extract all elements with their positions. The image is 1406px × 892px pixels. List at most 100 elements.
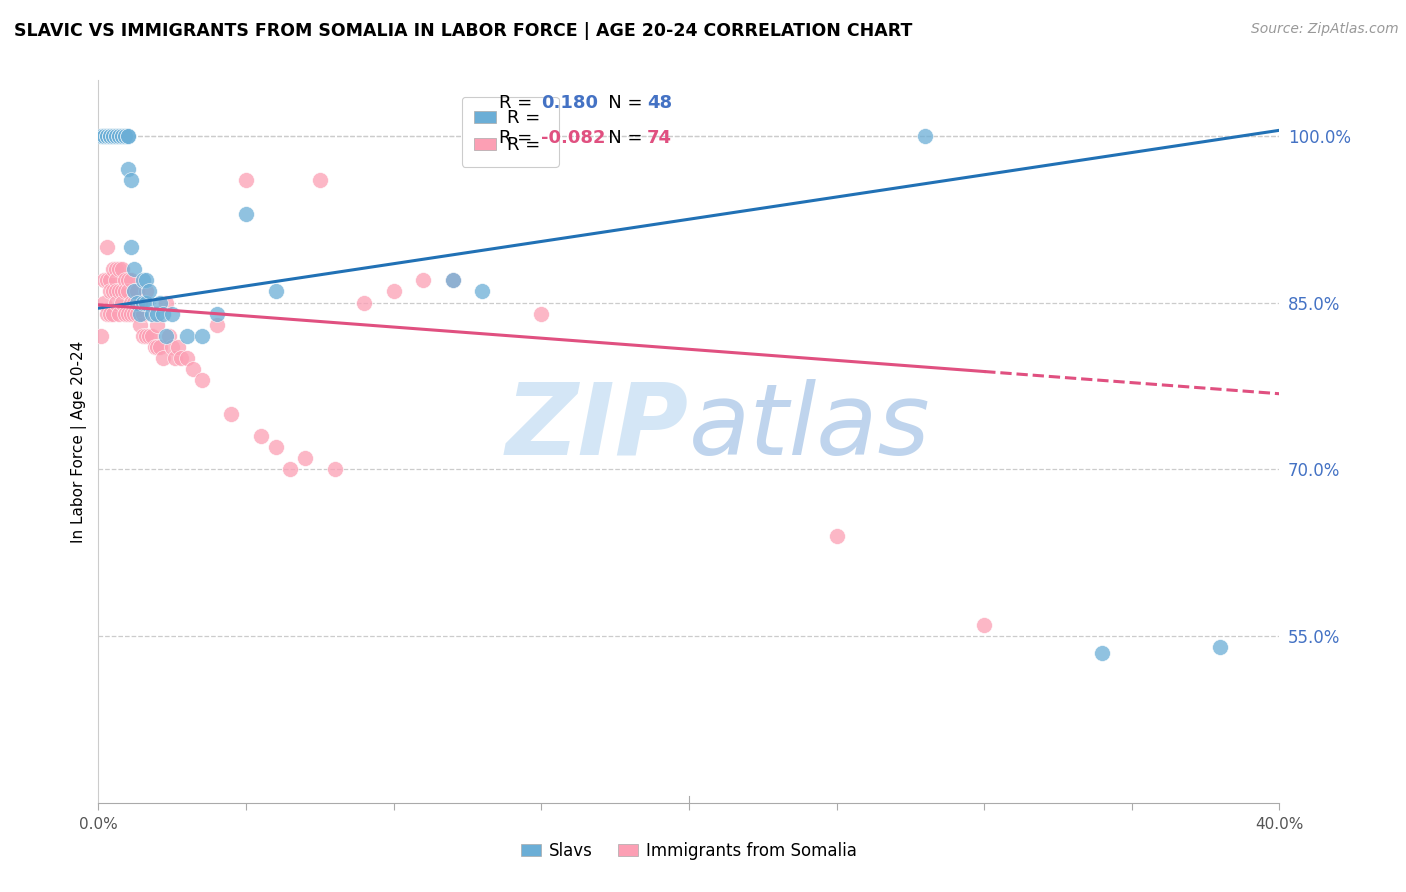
Point xyxy=(530,307,553,321)
Point xyxy=(155,295,177,310)
Point xyxy=(117,285,139,299)
Point xyxy=(162,340,183,354)
Point xyxy=(105,295,128,310)
Text: N =: N = xyxy=(591,94,648,112)
Point xyxy=(114,307,136,321)
Point xyxy=(125,285,148,299)
Point xyxy=(96,128,118,143)
Text: 0.180: 0.180 xyxy=(541,94,599,112)
Point xyxy=(108,307,131,321)
Point xyxy=(309,173,332,187)
Point xyxy=(111,262,134,277)
Point xyxy=(114,285,136,299)
Point xyxy=(103,307,125,321)
Text: Source: ZipAtlas.com: Source: ZipAtlas.com xyxy=(1251,22,1399,37)
Text: atlas: atlas xyxy=(689,378,931,475)
Point xyxy=(221,407,243,421)
Point xyxy=(108,128,131,143)
Point xyxy=(149,295,172,310)
Point xyxy=(132,295,155,310)
Point xyxy=(152,307,174,321)
Text: R =: R = xyxy=(499,94,538,112)
Point xyxy=(205,307,228,321)
Point xyxy=(90,329,112,343)
Point xyxy=(1209,640,1232,655)
Point xyxy=(122,262,145,277)
Point xyxy=(98,285,121,299)
Point xyxy=(103,128,125,143)
Point xyxy=(141,329,163,343)
Point xyxy=(105,262,128,277)
Point xyxy=(125,307,148,321)
Point xyxy=(471,285,494,299)
Point xyxy=(250,429,273,443)
Point xyxy=(111,285,134,299)
Point xyxy=(162,307,183,321)
Point xyxy=(825,529,848,543)
Point xyxy=(235,207,257,221)
Point xyxy=(108,285,131,299)
Point xyxy=(105,128,128,143)
Point xyxy=(114,128,136,143)
Point xyxy=(103,285,125,299)
Point xyxy=(128,295,150,310)
Point xyxy=(191,373,214,387)
Point xyxy=(167,340,190,354)
Point xyxy=(117,162,139,177)
Point xyxy=(108,262,131,277)
Point xyxy=(914,128,936,143)
Point xyxy=(141,307,163,321)
Point xyxy=(120,273,142,287)
Point xyxy=(441,273,464,287)
Point xyxy=(93,128,115,143)
Point xyxy=(98,128,121,143)
Point xyxy=(103,128,125,143)
Point xyxy=(157,329,180,343)
Point xyxy=(111,128,134,143)
Point xyxy=(117,307,139,321)
Point xyxy=(152,351,174,366)
Point xyxy=(235,173,257,187)
Point xyxy=(111,128,134,143)
Point xyxy=(128,318,150,332)
Point xyxy=(132,273,155,287)
Point xyxy=(1091,646,1114,660)
Point xyxy=(323,462,346,476)
Text: ZIP: ZIP xyxy=(506,378,689,475)
Point xyxy=(176,329,198,343)
Point xyxy=(165,351,187,366)
Text: N =: N = xyxy=(591,129,648,147)
Point xyxy=(93,128,115,143)
Point xyxy=(117,128,139,143)
Point xyxy=(93,273,115,287)
Point xyxy=(176,351,198,366)
Point xyxy=(93,295,115,310)
Point xyxy=(111,295,134,310)
Point xyxy=(146,318,169,332)
Text: R =: R = xyxy=(499,129,538,147)
Point xyxy=(170,351,193,366)
Point xyxy=(149,340,172,354)
Point xyxy=(135,295,157,310)
Point xyxy=(108,128,131,143)
Point xyxy=(105,273,128,287)
Point xyxy=(132,329,155,343)
Point xyxy=(138,285,160,299)
Point xyxy=(264,440,287,454)
Point xyxy=(90,128,112,143)
Point xyxy=(122,307,145,321)
Point xyxy=(191,329,214,343)
Point xyxy=(117,128,139,143)
Point xyxy=(105,285,128,299)
Text: 48: 48 xyxy=(647,94,672,112)
Point xyxy=(294,451,316,466)
Point xyxy=(96,273,118,287)
Point xyxy=(98,128,121,143)
Point xyxy=(98,128,121,143)
Point xyxy=(155,329,177,343)
Point xyxy=(122,285,145,299)
Point xyxy=(412,273,434,287)
Point xyxy=(353,295,375,310)
Point xyxy=(128,307,150,321)
Point xyxy=(135,285,157,299)
